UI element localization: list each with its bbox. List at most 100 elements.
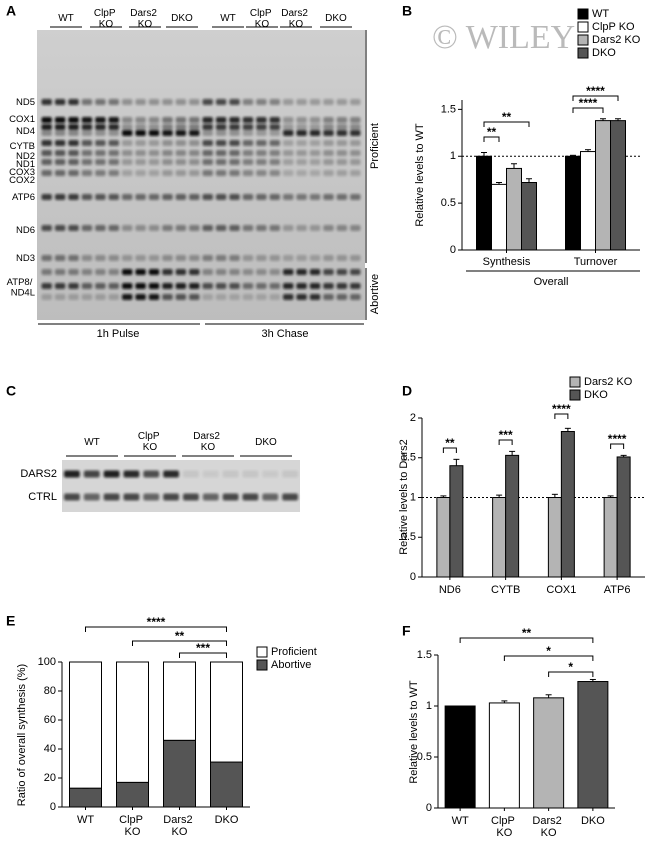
gel-band <box>162 140 173 146</box>
gel-band <box>283 294 294 300</box>
gel-band <box>283 117 294 123</box>
gel-band <box>309 124 321 130</box>
significance-label: * <box>546 644 551 658</box>
gel-band <box>54 159 66 165</box>
gel-band <box>229 140 240 146</box>
gel-band <box>350 170 361 176</box>
gel-band <box>269 283 280 289</box>
gel-band <box>54 194 66 200</box>
gel-band <box>242 159 254 165</box>
blot-band <box>262 470 279 478</box>
gel-band <box>41 255 52 261</box>
condition-label: 3h Chase <box>261 328 308 340</box>
gel-band <box>41 269 52 275</box>
gel-band <box>122 283 133 289</box>
significance-bracket <box>132 640 227 646</box>
legend-swatch <box>256 659 268 671</box>
lane-label: WT <box>84 437 100 448</box>
gel-band <box>162 117 173 123</box>
significance-bracket <box>483 136 500 142</box>
gel-band <box>215 255 227 261</box>
gel-band <box>296 170 307 176</box>
significance-label: **** <box>147 615 166 629</box>
gel-band <box>323 269 334 275</box>
gel-band <box>309 269 321 275</box>
gel-band <box>95 225 106 231</box>
gel-band <box>108 140 119 146</box>
gel-band <box>296 159 307 165</box>
legend-label: Abortive <box>271 659 311 671</box>
y-tick-label: 0.5 <box>417 751 432 763</box>
gel-band <box>162 194 173 200</box>
gel-band <box>108 99 119 105</box>
gel-band <box>108 130 119 136</box>
band-label: ATP6 <box>12 192 35 203</box>
bar-segment <box>163 661 196 741</box>
gel-band <box>269 150 280 156</box>
band-label: COX2 <box>9 175 35 186</box>
panel-label: B <box>402 3 412 19</box>
gel-band <box>336 170 348 176</box>
significance-label: **** <box>552 402 571 416</box>
legend-label: Dars2 KO <box>584 376 633 388</box>
blot-band <box>163 470 179 478</box>
gel-band <box>135 159 146 165</box>
y-tick-label: 2 <box>410 412 416 424</box>
significance-label: ** <box>522 626 532 640</box>
gel-band <box>296 130 307 136</box>
blot-band <box>123 493 140 501</box>
gel-band <box>309 130 321 136</box>
gel-band <box>81 225 93 231</box>
y-tick-label: 40 <box>44 743 56 755</box>
gel-band <box>148 170 160 176</box>
gel-band <box>122 294 133 300</box>
gel-band <box>148 269 160 275</box>
gel-band <box>323 194 334 200</box>
gel-band <box>95 117 106 123</box>
gel-band <box>68 159 79 165</box>
legend-swatch <box>569 389 581 401</box>
gel-band <box>336 99 348 105</box>
gel-band <box>309 140 321 146</box>
gel-band <box>202 130 213 136</box>
gel-band <box>323 117 334 123</box>
gel-band <box>229 294 240 300</box>
gel-band <box>296 140 307 146</box>
bar <box>476 155 492 251</box>
gel-band <box>68 255 79 261</box>
gel-band <box>135 150 146 156</box>
y-tick-label: 80 <box>44 685 56 697</box>
gel-band <box>189 99 200 105</box>
legend-label: ClpP KO <box>592 21 635 33</box>
lane-label: DKO <box>325 13 347 24</box>
bar <box>436 497 451 578</box>
gel-band <box>309 117 321 123</box>
gel-band <box>68 194 79 200</box>
gel-band <box>148 294 160 300</box>
gel-band <box>108 255 119 261</box>
gel-band <box>135 269 146 275</box>
gel-band <box>148 225 160 231</box>
gel-band <box>162 99 173 105</box>
gel-band <box>81 140 93 146</box>
gel-band <box>256 283 267 289</box>
gel-band <box>269 294 280 300</box>
panel-label: C <box>6 383 16 399</box>
lane-label: Dars2 KO <box>193 431 222 453</box>
gel-band <box>296 124 307 130</box>
blot-band <box>103 470 120 478</box>
lane-label: ClpP KO <box>250 8 274 30</box>
gel-band <box>175 140 187 146</box>
gel-band <box>95 283 106 289</box>
x-tick-label: ATP6 <box>604 584 631 596</box>
band-label: ND4 <box>16 126 35 137</box>
bar-segment <box>69 787 102 808</box>
x-tick-label: ND6 <box>439 584 461 596</box>
gel-band <box>350 283 361 289</box>
gel-band <box>81 170 93 176</box>
blot-band <box>262 493 279 501</box>
gel-band <box>54 225 66 231</box>
gel-band <box>135 130 146 136</box>
gel-band <box>350 194 361 200</box>
gel-band <box>215 99 227 105</box>
